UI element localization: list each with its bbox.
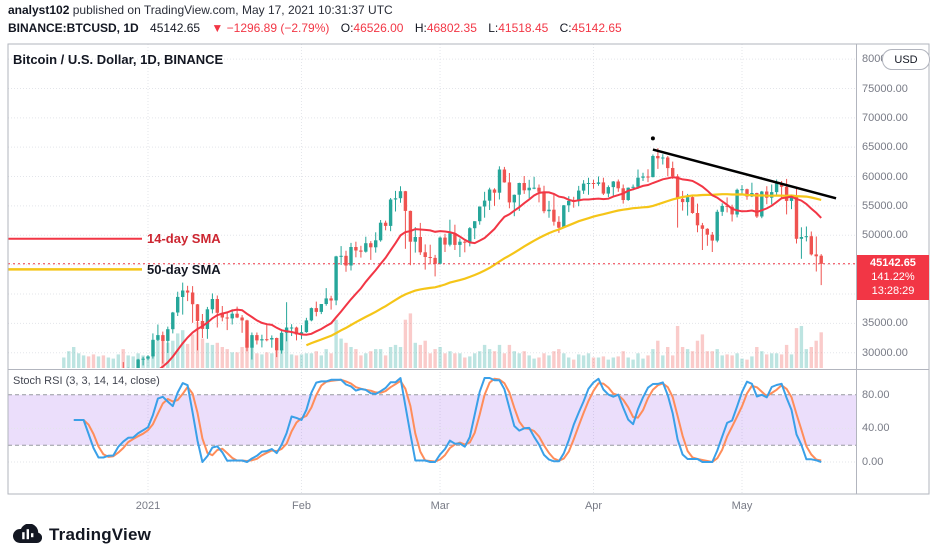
tradingview-logo[interactable]: TradingView xyxy=(12,524,151,546)
price-change: ▼ −1296.89 (−2.79%) xyxy=(211,21,330,35)
publish-meta: published on TradingView.com, May 17, 20… xyxy=(69,3,393,17)
tradingview-cloud-icon xyxy=(13,524,42,544)
low-label: L: xyxy=(488,21,499,35)
author-name: analyst102 xyxy=(8,3,70,17)
stoch-band xyxy=(8,394,856,446)
sma50-line xyxy=(305,193,822,347)
volume-bars xyxy=(62,313,823,369)
annotation-dot xyxy=(650,136,655,141)
chart-border xyxy=(7,43,930,495)
badge-percent: 141.22% xyxy=(871,271,915,284)
chart-title: Bitcoin / U.S. Dollar, 1D, BINANCE xyxy=(13,52,224,67)
symbol-title: BINANCE:BTCUSD, 1D xyxy=(8,21,139,35)
sma50-annotation-label: 50-day SMA xyxy=(147,262,221,277)
sma14-line xyxy=(159,176,822,368)
currency-toggle-button[interactable]: USD xyxy=(882,49,930,70)
descending-trendline[interactable] xyxy=(652,148,837,200)
stoch-k-line xyxy=(73,377,822,463)
badge-countdown: 13:28:29 xyxy=(871,285,915,298)
open-label: O: xyxy=(340,21,354,35)
last-price: 45142.65 xyxy=(150,21,201,35)
badge-price: 45142.65 xyxy=(870,257,916,270)
stoch-rsi-indicator-label: Stoch RSI (3, 3, 14, 14, close) xyxy=(13,375,160,387)
symbol-info-bar: BINANCE:BTCUSD, 1D 45142.65 ▼ −1296.89 (… xyxy=(8,21,622,35)
high-value: 46802.35 xyxy=(426,21,477,35)
low-value: 41518.45 xyxy=(498,21,549,35)
tradingview-wordmark: TradingView xyxy=(49,525,152,544)
publish-info-bar: analyst102 published on TradingView.com,… xyxy=(8,3,393,17)
close-value: 45142.65 xyxy=(571,21,622,35)
sma14-annotation-label: 14-day SMA xyxy=(147,231,221,246)
high-label: H: xyxy=(414,21,427,35)
open-value: 46526.00 xyxy=(353,21,404,35)
current-price-badge: 45142.65 141.22% 13:28:29 xyxy=(857,254,929,300)
candles xyxy=(122,148,823,368)
close-label: C: xyxy=(559,21,572,35)
